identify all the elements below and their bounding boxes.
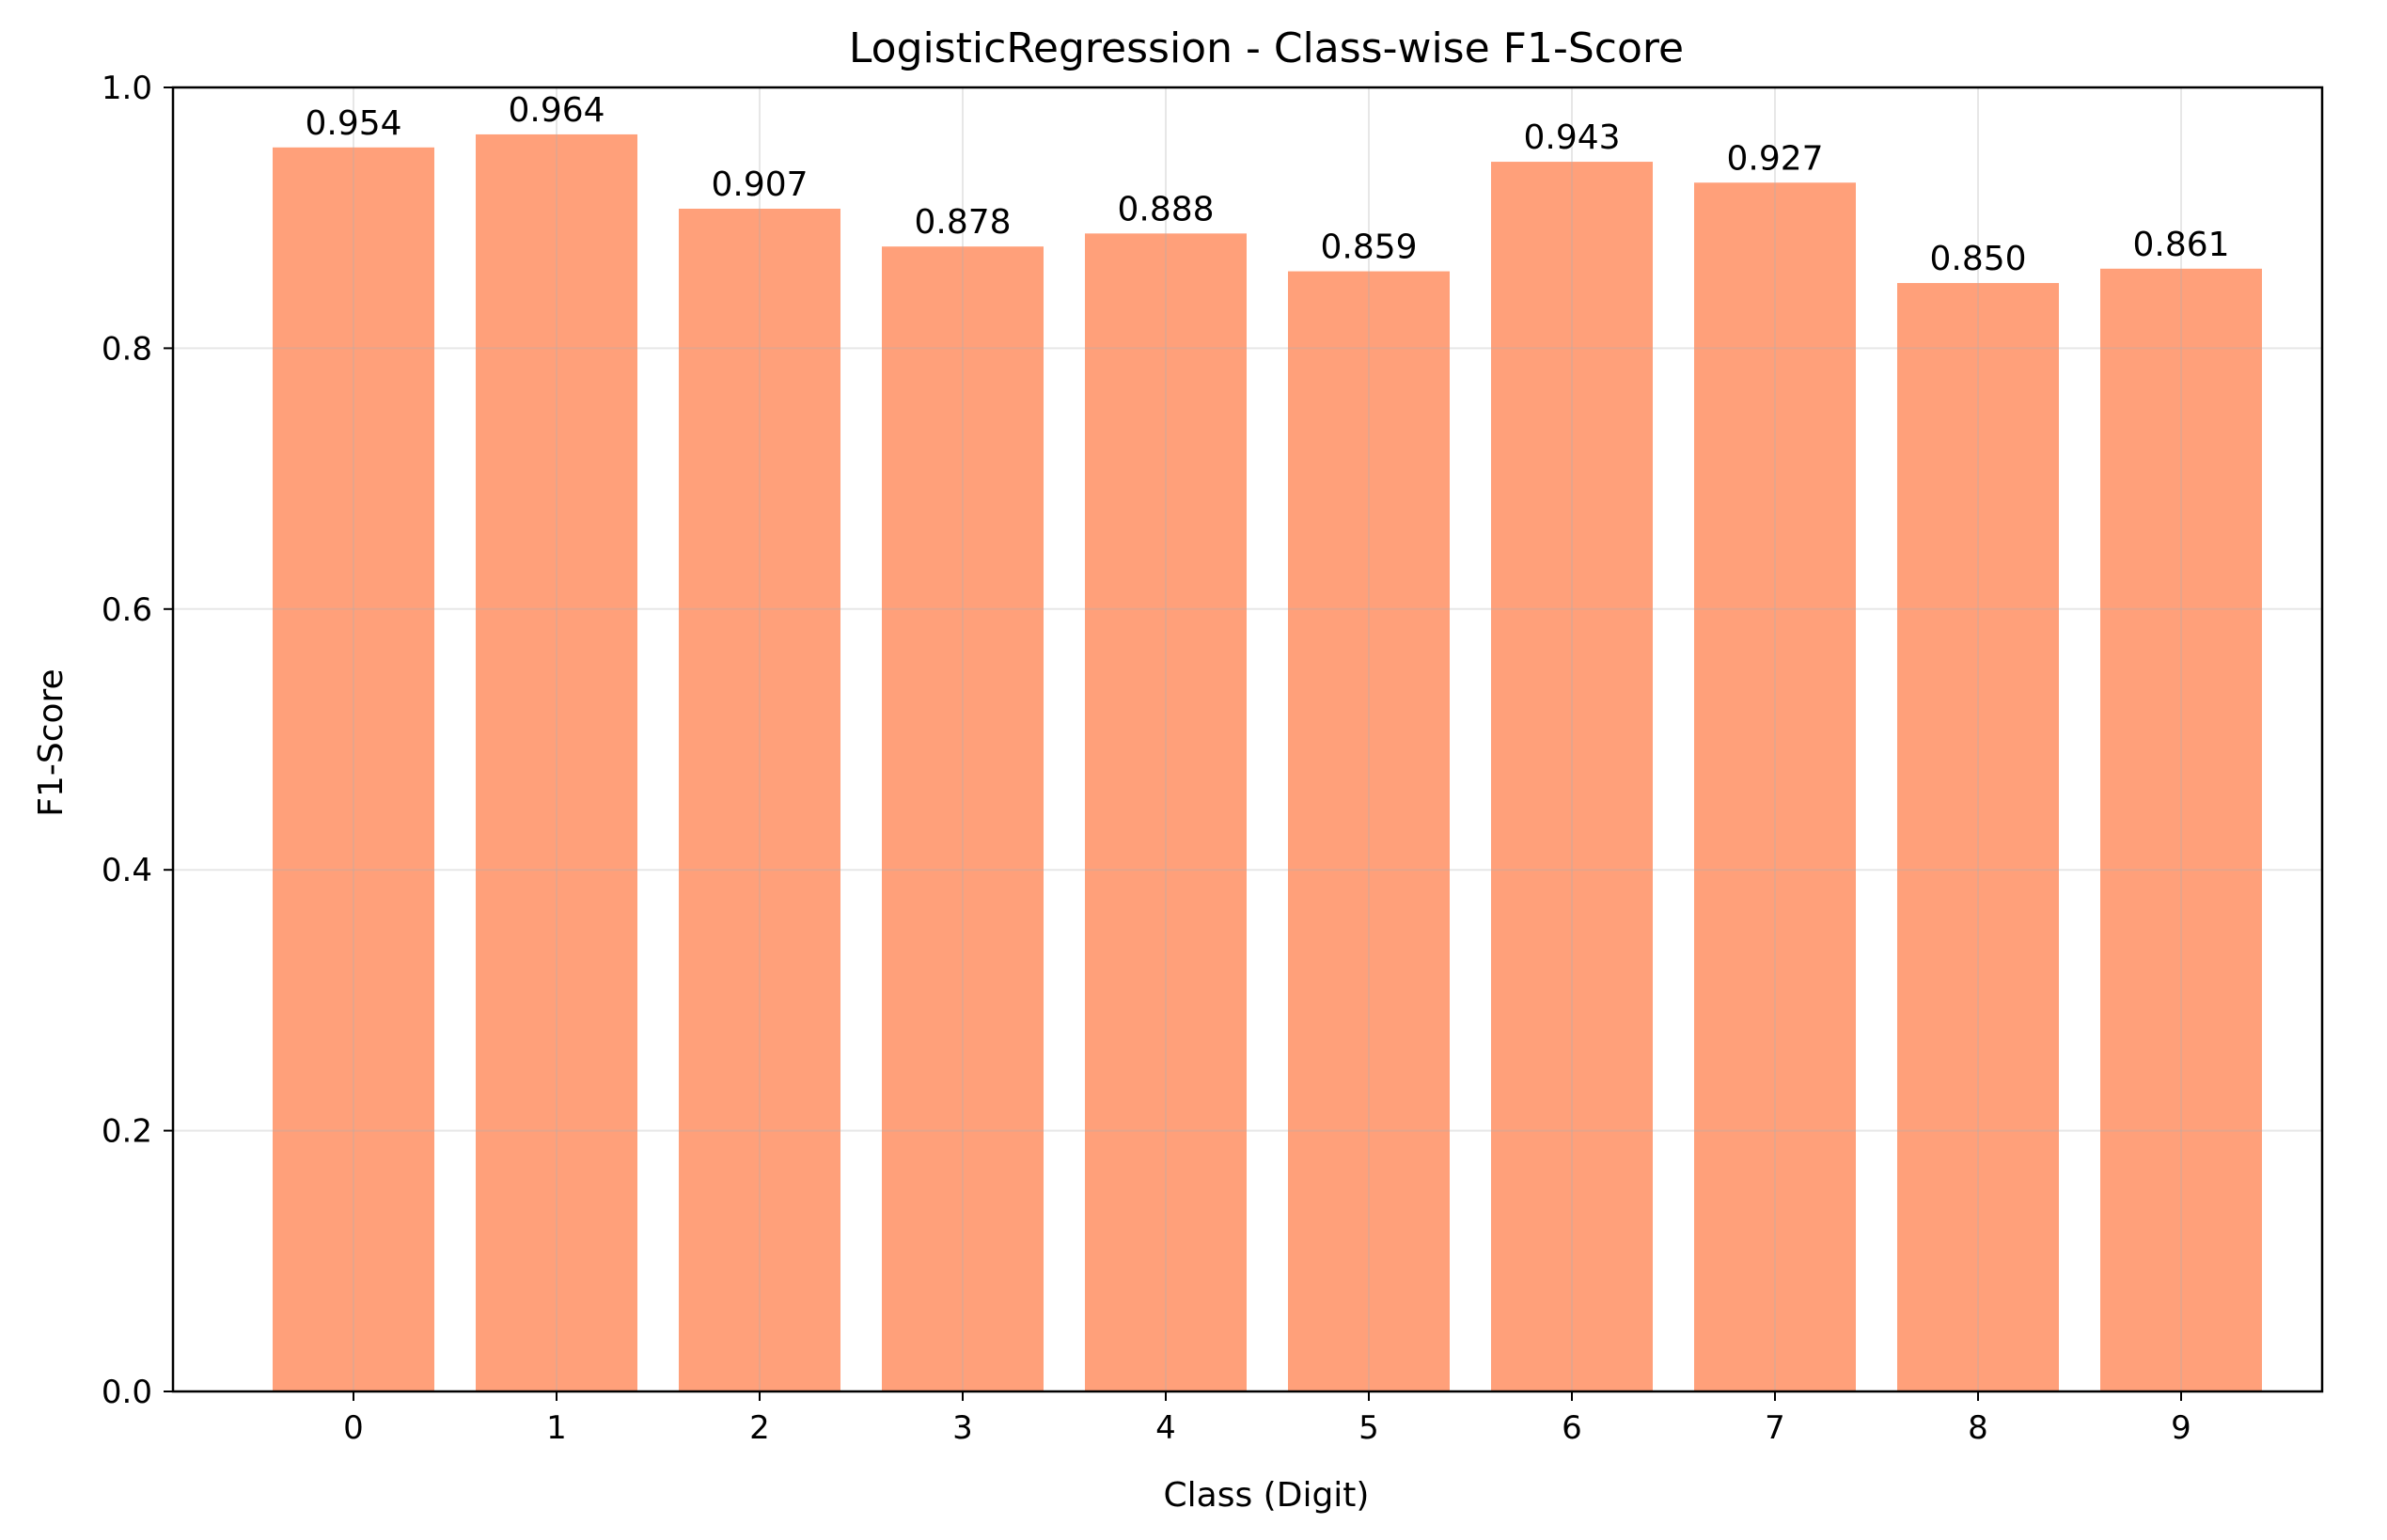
x-tick-label-1: 1: [546, 1409, 567, 1447]
data-label-2: 0.907: [711, 165, 808, 204]
y-tick-label: 0.4: [102, 852, 152, 889]
x-tick-label-5: 5: [1358, 1409, 1379, 1447]
data-label-1: 0.964: [508, 91, 605, 130]
bar-1: [476, 134, 637, 1391]
data-label-7: 0.927: [1726, 139, 1823, 178]
data-label-0: 0.954: [305, 104, 401, 143]
y-axis-title: F1-Score: [32, 668, 71, 816]
x-axis-ticks: 0 1 2 3 4 5 6 7 8 9: [343, 1391, 2191, 1447]
y-tick-label: 0.0: [102, 1374, 152, 1411]
x-axis-title: Class (Digit): [1164, 1476, 1370, 1515]
y-tick-label: 0.8: [102, 330, 152, 368]
data-labels: 0.954 0.964 0.907 0.878 0.888 0.859 0.943 0.927…: [305, 91, 2229, 278]
y-axis-ticks: 0.0 0.2 0.4 0.6 0.8 1.0: [102, 70, 173, 1411]
x-tick-label-4: 4: [1155, 1409, 1176, 1447]
x-tick-label-3: 3: [952, 1409, 973, 1447]
bar-6: [1491, 162, 1653, 1392]
bars: [273, 134, 2262, 1392]
data-label-6: 0.943: [1523, 118, 1620, 157]
bar-9: [2100, 268, 2262, 1392]
data-label-3: 0.878: [914, 203, 1011, 242]
bar-4: [1085, 233, 1247, 1391]
x-tick-label-9: 9: [2171, 1409, 2191, 1447]
y-tick-label: 0.6: [102, 591, 152, 629]
y-tick-label: 0.2: [102, 1113, 152, 1151]
bar-3: [882, 246, 1044, 1391]
bar-5: [1288, 271, 1450, 1391]
data-label-5: 0.859: [1320, 228, 1417, 267]
x-tick-label-7: 7: [1765, 1409, 1785, 1447]
bar-0: [273, 147, 434, 1391]
bar-8: [1897, 283, 2059, 1391]
plot-frame: [171, 86, 2324, 1393]
bar-2: [679, 208, 840, 1392]
bar-7: [1694, 182, 1856, 1392]
chart-title: LogisticRegression - Class-wise F1-Score: [849, 24, 1684, 72]
data-label-4: 0.888: [1117, 190, 1214, 228]
x-tick-label-8: 8: [1968, 1409, 1988, 1447]
y-tick-label: 1.0: [102, 70, 152, 107]
x-tick-label-2: 2: [749, 1409, 770, 1447]
x-tick-label-0: 0: [343, 1409, 364, 1447]
data-label-8: 0.850: [1929, 240, 2026, 278]
x-tick-label-6: 6: [1562, 1409, 1582, 1447]
axes: [171, 86, 2324, 1393]
data-label-9: 0.861: [2132, 226, 2229, 264]
